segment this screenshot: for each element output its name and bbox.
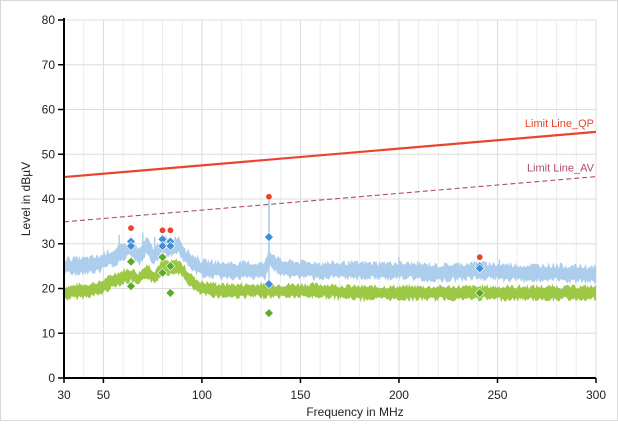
y-tick-label: 10 — [42, 326, 56, 340]
marker-pk — [159, 226, 167, 234]
x-axis-title: Frequency in MHz — [306, 405, 403, 419]
y-tick-label: 40 — [42, 192, 56, 206]
marker-qp — [126, 241, 136, 251]
markers-layer — [126, 193, 485, 319]
marker-av — [165, 288, 176, 298]
y-axis-title: Level in dBµV — [19, 162, 33, 236]
marker-pk — [127, 224, 135, 232]
x-tick-label: 300 — [586, 388, 606, 402]
x-tick-label: 200 — [389, 388, 409, 402]
marker-qp — [165, 241, 176, 251]
marker-av — [474, 288, 485, 298]
trace-average — [64, 258, 596, 303]
marker-av — [157, 267, 168, 278]
marker-qp — [263, 232, 274, 242]
y-tick-label: 50 — [42, 147, 56, 161]
marker-av — [165, 261, 176, 272]
x-tick-label: 100 — [192, 388, 212, 402]
limit-label-qp: Limit Line_QP — [525, 118, 594, 130]
y-tick-label: 70 — [42, 58, 56, 72]
marker-pk — [166, 226, 174, 234]
series-layer — [64, 130, 596, 303]
x-tick-label: 50 — [97, 388, 111, 402]
marker-qp — [157, 241, 168, 251]
axes — [58, 18, 597, 383]
marker-pk — [265, 193, 273, 201]
marker-av — [263, 308, 274, 319]
y-tick-label: 20 — [42, 282, 56, 296]
limit-line-qp — [64, 130, 596, 179]
marker-pk — [476, 253, 484, 261]
x-tick-label: 250 — [487, 388, 507, 402]
trace-peak — [64, 233, 596, 285]
marker-qp — [474, 263, 485, 274]
x-tick-label: 30 — [57, 388, 71, 402]
marker-qp — [263, 279, 274, 289]
y-tick-label: 80 — [42, 13, 56, 27]
labels: 0 10 20 30 40 50 60 70 80 30 50 100 150 200 250 300 Freq… — [19, 13, 606, 419]
y-tick-label: 30 — [42, 237, 56, 251]
marker-av — [126, 256, 136, 267]
marker-av — [157, 252, 168, 263]
y-tick-label: 60 — [42, 103, 56, 117]
marker-av — [126, 281, 136, 292]
limit-label-av: Limit Line_AV — [527, 163, 595, 175]
limit-line-av — [64, 176, 596, 223]
y-tick-label: 0 — [48, 371, 55, 385]
x-tick-label: 150 — [290, 388, 310, 402]
